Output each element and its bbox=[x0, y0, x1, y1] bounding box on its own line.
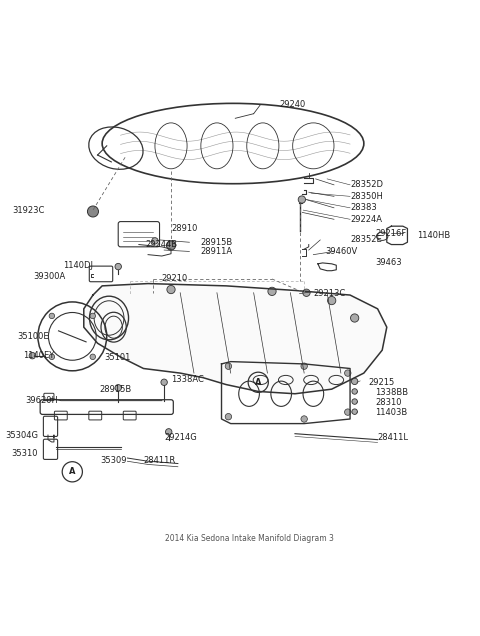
Text: 35310: 35310 bbox=[12, 449, 38, 458]
Circle shape bbox=[268, 287, 276, 296]
Circle shape bbox=[225, 363, 232, 370]
Circle shape bbox=[115, 385, 121, 391]
Text: 28915B: 28915B bbox=[201, 238, 233, 247]
Text: 28310: 28310 bbox=[375, 398, 402, 407]
Circle shape bbox=[351, 378, 358, 385]
Text: 29216F: 29216F bbox=[375, 228, 407, 238]
Circle shape bbox=[225, 413, 232, 420]
Text: 28911A: 28911A bbox=[201, 247, 233, 256]
Circle shape bbox=[350, 314, 359, 322]
Circle shape bbox=[345, 409, 351, 415]
Circle shape bbox=[90, 313, 96, 319]
Circle shape bbox=[115, 263, 121, 270]
Text: 28910: 28910 bbox=[171, 224, 197, 233]
Text: 35100E: 35100E bbox=[18, 332, 49, 341]
Text: 35101: 35101 bbox=[105, 352, 131, 361]
Text: 28411L: 28411L bbox=[378, 433, 408, 442]
Text: 1338BB: 1338BB bbox=[375, 388, 408, 397]
Text: 28350H: 28350H bbox=[350, 192, 383, 201]
Circle shape bbox=[298, 196, 306, 204]
Text: 29224A: 29224A bbox=[350, 215, 382, 224]
Text: 39463: 39463 bbox=[375, 258, 402, 267]
Text: 11403B: 11403B bbox=[375, 408, 408, 417]
Circle shape bbox=[327, 296, 336, 305]
Text: 35304G: 35304G bbox=[5, 431, 38, 439]
Circle shape bbox=[161, 379, 168, 385]
Text: 28352D: 28352D bbox=[350, 181, 383, 190]
Polygon shape bbox=[84, 284, 387, 394]
Text: A: A bbox=[255, 378, 262, 387]
Text: 1140HB: 1140HB bbox=[417, 231, 450, 240]
Text: 29210: 29210 bbox=[162, 275, 188, 284]
Text: 29215: 29215 bbox=[369, 378, 395, 387]
Text: 35309: 35309 bbox=[100, 456, 126, 465]
Text: 28383: 28383 bbox=[350, 204, 377, 212]
Circle shape bbox=[301, 416, 307, 422]
Text: 29213C: 29213C bbox=[313, 289, 346, 298]
Circle shape bbox=[352, 389, 358, 394]
Text: 2014 Kia Sedona Intake Manifold Diagram 3: 2014 Kia Sedona Intake Manifold Diagram … bbox=[165, 534, 334, 543]
Text: 28352E: 28352E bbox=[350, 235, 382, 244]
Circle shape bbox=[49, 313, 55, 319]
Circle shape bbox=[87, 206, 98, 217]
Text: A: A bbox=[69, 467, 75, 476]
Circle shape bbox=[352, 399, 358, 404]
Circle shape bbox=[29, 352, 36, 359]
Text: 39300A: 39300A bbox=[33, 272, 65, 281]
Circle shape bbox=[345, 370, 351, 377]
Text: 1140DJ: 1140DJ bbox=[63, 261, 93, 270]
Text: 29240: 29240 bbox=[279, 100, 305, 109]
Text: 29214G: 29214G bbox=[164, 433, 197, 442]
Circle shape bbox=[166, 429, 172, 435]
Circle shape bbox=[352, 409, 358, 415]
Text: 31923C: 31923C bbox=[12, 205, 45, 214]
Text: 28915B: 28915B bbox=[100, 385, 132, 394]
Text: 39620H: 39620H bbox=[25, 396, 59, 405]
Circle shape bbox=[303, 289, 310, 296]
Text: 1338AC: 1338AC bbox=[171, 375, 204, 385]
Circle shape bbox=[167, 241, 176, 250]
Circle shape bbox=[49, 354, 55, 359]
Circle shape bbox=[90, 354, 96, 359]
Text: 1140EY: 1140EY bbox=[23, 351, 54, 360]
Circle shape bbox=[152, 238, 158, 244]
Circle shape bbox=[167, 286, 175, 294]
Circle shape bbox=[301, 363, 307, 370]
Text: 29244B: 29244B bbox=[146, 240, 178, 249]
Text: 28411R: 28411R bbox=[144, 456, 176, 465]
Text: 39460V: 39460V bbox=[325, 247, 357, 256]
